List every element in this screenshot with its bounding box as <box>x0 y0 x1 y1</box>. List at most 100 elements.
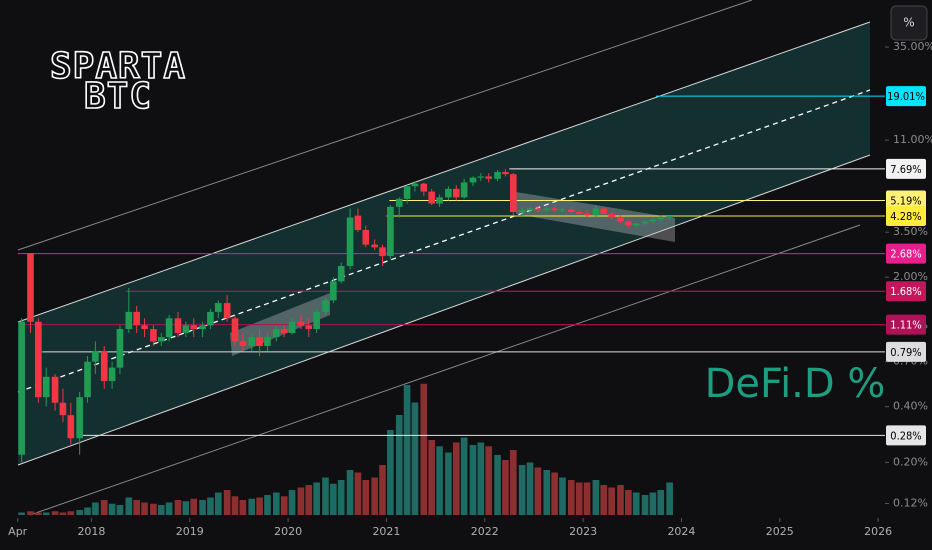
volume-bar <box>436 446 443 515</box>
candle-body <box>551 208 558 211</box>
scale-button[interactable] <box>890 5 928 41</box>
volume-bar <box>460 437 468 515</box>
candle-body <box>108 367 116 382</box>
volume-bar <box>207 497 214 515</box>
candle-body <box>567 209 575 212</box>
candle-body <box>592 208 600 216</box>
channel-fill <box>18 22 870 465</box>
candle-body <box>526 208 534 211</box>
volume-bar <box>559 477 566 515</box>
volume-bar <box>575 482 583 515</box>
volume-bar <box>600 485 608 515</box>
watermark-title: SPARTA <box>50 46 186 87</box>
volume-bar <box>387 430 394 515</box>
candle-body <box>428 191 436 204</box>
volume-bar <box>67 511 75 515</box>
candle-body <box>239 341 247 347</box>
candle-body <box>199 325 206 330</box>
y-tick-label: 0.20% <box>893 455 928 468</box>
volume-bar <box>477 442 485 515</box>
candle-body <box>35 321 42 398</box>
y-tick-label: 3.50% <box>893 225 928 238</box>
level-label: 0.79% <box>890 346 921 359</box>
volume-bar <box>395 415 403 515</box>
volume-bar <box>199 500 206 515</box>
x-tick-label: 2024 <box>667 525 695 538</box>
channel-bottom <box>17 154 871 466</box>
outer-line <box>17 0 753 251</box>
volume-bar <box>330 483 337 515</box>
x-tick-label: 2020 <box>274 525 302 538</box>
volume-bar <box>526 462 534 515</box>
level-label-box <box>886 190 926 211</box>
y-tick-label: 11.00% <box>893 133 932 146</box>
level-label-box <box>886 243 926 264</box>
scale-button-label[interactable]: % <box>903 16 914 30</box>
level-label-box <box>886 206 926 227</box>
level-label: 19.01% <box>887 90 925 103</box>
volume-bar <box>518 465 526 515</box>
candle-body <box>174 318 182 333</box>
candle-body <box>518 210 526 212</box>
volume-bar <box>420 383 428 515</box>
candle-body <box>387 206 394 257</box>
volume-bar <box>76 510 83 515</box>
volume-bar <box>288 490 296 515</box>
volume-bar <box>592 480 600 515</box>
candle-body <box>264 337 271 347</box>
axis-layer: 35.00%11.00%3.50%2.00%1.10%0.70%0.40%0.2… <box>8 40 932 538</box>
volume-bar <box>182 501 190 515</box>
candle-body <box>460 182 468 198</box>
volume-layer <box>18 383 673 515</box>
candle-body <box>84 361 91 398</box>
candle-body <box>182 325 190 333</box>
candle-body <box>248 337 256 347</box>
volume-bar <box>305 485 313 515</box>
candle-body <box>403 186 411 199</box>
candle-body <box>165 318 173 338</box>
channel-mid <box>17 89 871 393</box>
volume-bar <box>543 470 551 515</box>
level-label-box <box>886 341 926 362</box>
volume-bar <box>551 472 558 515</box>
volume-bar <box>371 477 378 515</box>
y-tick-label: 35.00% <box>893 40 932 53</box>
volume-bar <box>150 503 157 515</box>
volume-bar <box>272 492 280 515</box>
labels-layer: 19.01% 7.69% 5.19% 4.28% 2.68% 1.68% 1.11% 0.79… <box>886 86 926 446</box>
volume-bar <box>116 505 124 515</box>
volume-bar <box>313 482 320 515</box>
level-label: 5.19% <box>890 195 921 208</box>
candle-body <box>133 311 141 326</box>
candle-body <box>469 177 477 183</box>
level-label: 0.28% <box>890 429 921 442</box>
volume-bar <box>108 503 116 515</box>
volume-bar <box>84 507 91 515</box>
volume-bar <box>583 482 591 515</box>
y-tick-label: 2.00% <box>893 270 928 283</box>
candle-body <box>288 321 296 333</box>
candle-body <box>297 321 305 326</box>
volume-bar <box>231 496 239 515</box>
volume-bar <box>617 485 624 515</box>
candle-body <box>92 350 99 362</box>
candle-body <box>362 229 370 245</box>
candle-body <box>330 281 337 301</box>
candle-body <box>207 311 214 326</box>
candle-body <box>256 337 263 347</box>
volume-bar <box>125 497 133 515</box>
y-tick-label: 0.12% <box>893 496 928 509</box>
volume-bar <box>214 492 222 515</box>
volume-bar <box>657 490 665 515</box>
volume-bar <box>403 385 411 515</box>
volume-bar <box>452 442 460 515</box>
candle-body <box>583 213 591 216</box>
x-tick-label: 2019 <box>176 525 204 538</box>
candle-body <box>600 208 608 214</box>
candle-body <box>395 198 403 207</box>
candle-body <box>452 188 460 198</box>
volume-bar <box>469 445 477 515</box>
candle-body <box>42 376 50 398</box>
candle-body <box>272 329 280 338</box>
